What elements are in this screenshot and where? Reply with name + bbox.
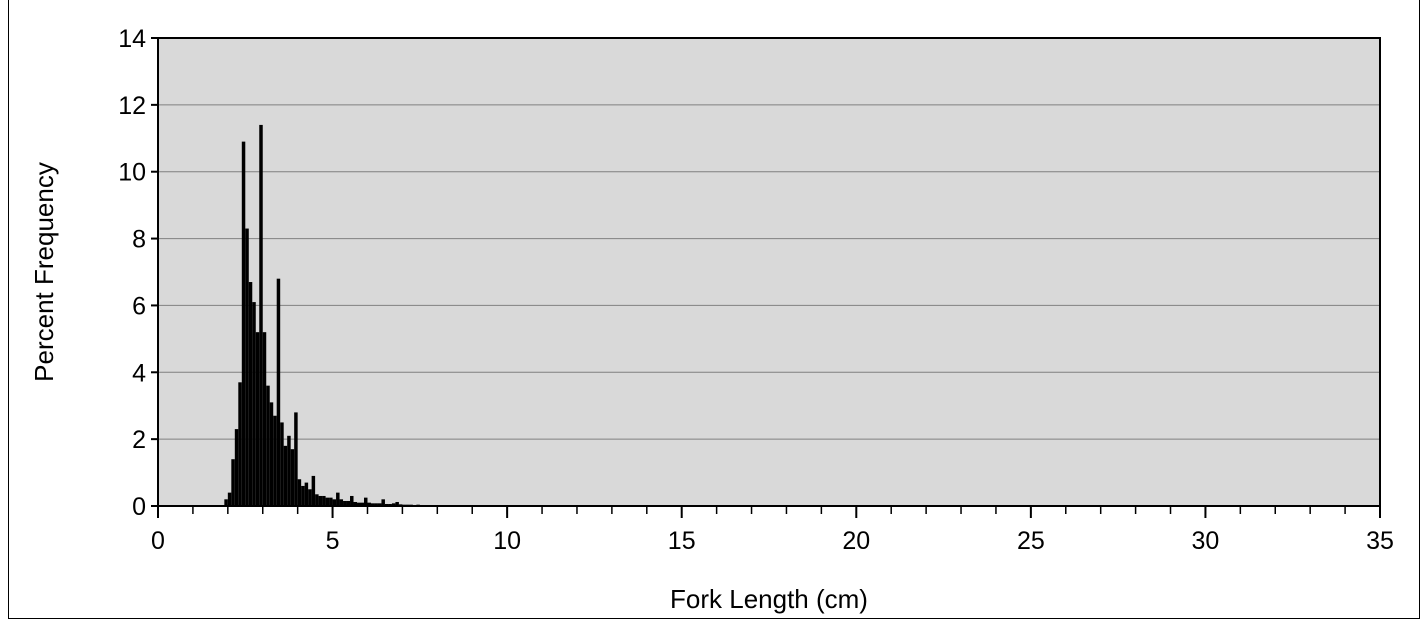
x-tick-label: 5 — [326, 527, 340, 555]
plot-border — [157, 37, 1381, 507]
histogram-bar — [259, 124, 263, 507]
histogram-bar — [346, 500, 351, 506]
x-axis: 0 5 10 15 20 25 30 35 — [151, 506, 1394, 555]
y-tick-label: 6 — [132, 292, 146, 320]
chart-frame — [8, 0, 1420, 619]
x-tick-label: 0 — [151, 527, 165, 555]
y-tick-label: 8 — [132, 226, 146, 254]
histogram-bar — [266, 385, 270, 506]
histogram-bar — [332, 499, 337, 506]
histogram-bar — [280, 422, 284, 506]
histogram-bar — [325, 497, 330, 506]
histogram-bar — [262, 332, 267, 506]
x-tick-label: 20 — [842, 527, 870, 555]
histogram-bar — [241, 141, 246, 506]
x-tick-label: 35 — [1366, 527, 1394, 555]
histogram-bar — [297, 479, 302, 506]
x-axis-title: Fork Length (cm) — [670, 584, 868, 614]
histogram-bar — [255, 332, 260, 506]
histogram-bar — [269, 402, 274, 506]
histogram-bar — [287, 435, 291, 506]
histogram-bar — [318, 495, 323, 506]
y-tick-label: 0 — [132, 493, 146, 521]
histogram-bar — [245, 228, 249, 507]
histogram-bar — [363, 497, 368, 506]
histogram-bar — [315, 494, 319, 506]
histogram-bar — [273, 415, 277, 506]
histogram-bar — [301, 485, 305, 506]
histogram-bar — [322, 495, 326, 506]
histogram-bar — [339, 499, 344, 506]
y-tick-label: 4 — [132, 359, 146, 387]
histogram-bar — [377, 503, 382, 506]
histogram-bar — [381, 499, 385, 506]
histogram-bar — [391, 503, 396, 506]
histogram-bar — [343, 500, 347, 506]
histogram-bars — [224, 124, 431, 507]
y-tick-label: 10 — [118, 159, 146, 187]
x-tick-label: 10 — [493, 527, 521, 555]
histogram-bar — [294, 412, 298, 506]
histogram-bar — [370, 503, 375, 506]
histogram-bar — [304, 482, 309, 506]
x-tick-label: 15 — [668, 527, 696, 555]
grid-lines — [158, 104, 1380, 440]
plot-area — [158, 38, 1380, 506]
histogram-bar — [234, 429, 239, 506]
histogram-bar — [367, 502, 371, 506]
histogram-bar — [388, 503, 392, 506]
x-tick-label: 30 — [1192, 527, 1220, 555]
histogram-bar — [276, 278, 281, 506]
histogram-bar — [353, 501, 358, 506]
histogram-bar — [384, 503, 389, 506]
histogram-bar — [224, 499, 228, 506]
histogram-bar — [231, 459, 235, 506]
histogram-bar — [350, 495, 354, 506]
histogram-bar — [227, 492, 232, 506]
y-tick-label: 14 — [118, 25, 146, 53]
histogram-bar — [248, 282, 253, 506]
histogram-bar — [374, 503, 378, 506]
y-axis-title: Percent Frequency — [29, 162, 59, 382]
histogram-bar — [360, 502, 364, 506]
histogram-bar — [283, 445, 288, 506]
histogram-bar — [336, 492, 340, 506]
histogram-bar — [252, 302, 256, 506]
histogram-bar — [357, 502, 361, 506]
histogram-bar — [290, 449, 295, 506]
histogram-bar — [308, 489, 312, 506]
histogram-bar — [311, 475, 316, 506]
histogram-bar — [238, 382, 242, 506]
y-axis: 0 2 4 6 8 10 12 14 — [118, 25, 158, 521]
histogram-bar — [329, 497, 333, 506]
x-tick-label: 25 — [1017, 527, 1045, 555]
y-tick-label: 12 — [118, 92, 146, 120]
y-tick-label: 2 — [132, 426, 146, 454]
histogram-bar — [395, 501, 399, 506]
